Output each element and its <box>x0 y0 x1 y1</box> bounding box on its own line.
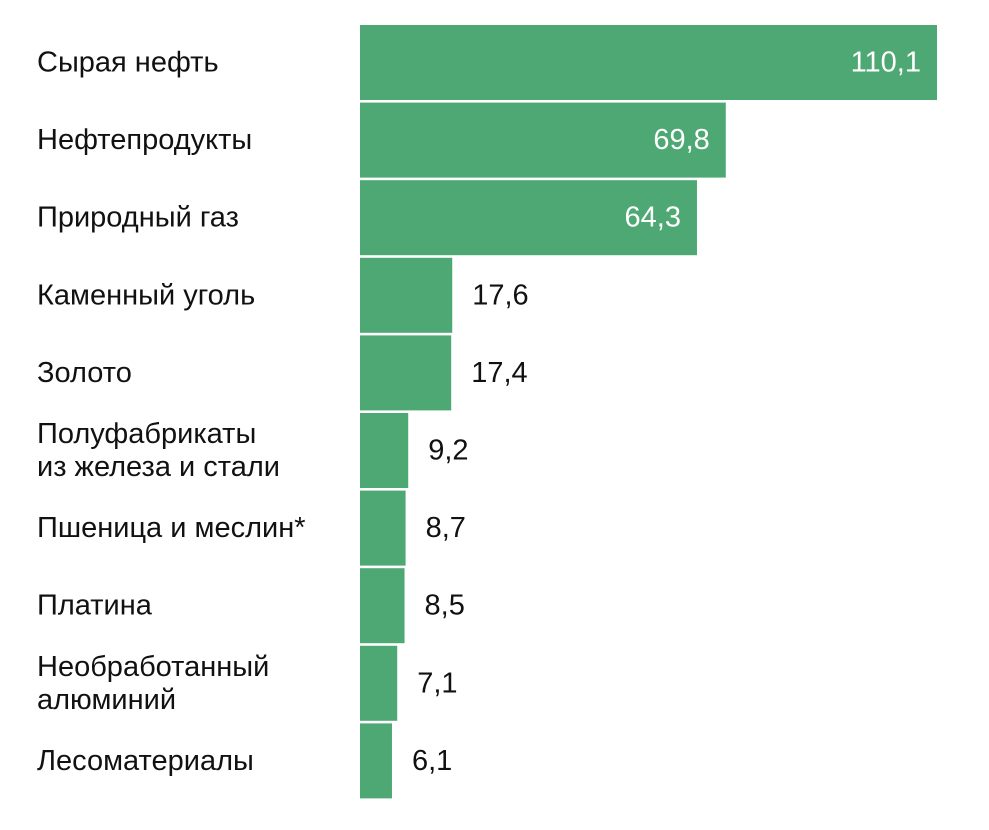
category-label-2: Природный газ <box>37 202 239 234</box>
value-label-6: 8,7 <box>426 512 466 544</box>
category-label-4: Золото <box>37 357 132 389</box>
bar-5 <box>360 413 409 488</box>
value-label-5: 9,2 <box>428 435 468 467</box>
bar-0 <box>360 25 937 100</box>
bar-8 <box>360 645 398 721</box>
category-label-8: Необработанный алюминий <box>37 651 269 716</box>
value-label-8: 7,1 <box>417 667 457 699</box>
category-label-5: Полуфабрикаты из железа и стали <box>37 418 280 483</box>
category-label-1: Нефтепродукты <box>37 124 252 156</box>
bar-9 <box>360 723 392 799</box>
value-label-3: 17,6 <box>472 279 528 311</box>
bar-1 <box>360 102 726 178</box>
bar-2 <box>360 180 697 256</box>
value-label-7: 8,5 <box>425 590 465 622</box>
value-label-4: 17,4 <box>471 357 527 389</box>
category-label-9: Лесоматериалы <box>37 745 254 777</box>
bar-6 <box>360 490 406 566</box>
bar-4 <box>360 335 452 411</box>
bar-7 <box>360 568 405 644</box>
value-label-9: 6,1 <box>412 745 452 777</box>
value-label-2: 64,3 <box>625 202 681 234</box>
category-label-3: Каменный уголь <box>37 279 255 311</box>
category-label-7: Платина <box>37 590 153 622</box>
category-label-0: Сырая нефть <box>37 47 219 79</box>
bar-3 <box>360 257 453 333</box>
category-label-6: Пшеница и меслин* <box>37 512 306 544</box>
value-label-0: 110,1 <box>851 47 921 79</box>
value-label-1: 69,8 <box>653 124 709 156</box>
